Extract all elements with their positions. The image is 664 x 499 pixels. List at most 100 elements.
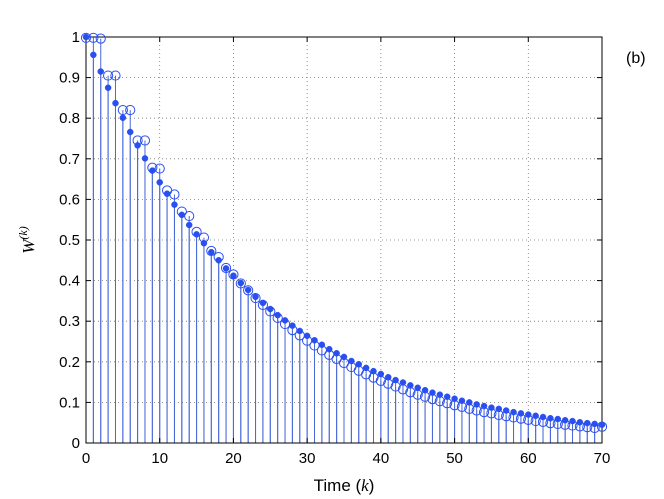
filled-dot-marker xyxy=(244,286,252,294)
y-tick-label: 0 xyxy=(72,435,80,452)
filled-dot-marker xyxy=(451,395,458,402)
filled-dot-marker xyxy=(554,415,562,423)
stem-lines xyxy=(85,37,603,443)
filled-dot-marker xyxy=(97,68,104,75)
filled-dot-marker xyxy=(591,420,598,428)
y-axis-title: W(k) xyxy=(16,226,38,254)
x-tick-label: 20 xyxy=(225,450,242,467)
y-tick-label: 0.4 xyxy=(59,273,80,290)
open-circle-marker xyxy=(250,292,261,304)
filled-dot-marker xyxy=(407,382,414,389)
open-circle-marker xyxy=(80,32,92,43)
filled-dot-marker xyxy=(289,322,296,329)
filled-dot-marker xyxy=(348,357,355,365)
x-axis-title-var: k xyxy=(361,476,369,495)
open-circle-marker xyxy=(95,33,106,44)
open-circle-marker xyxy=(235,278,246,289)
filled-dot-marker xyxy=(598,421,606,428)
filled-dot-marker xyxy=(134,142,141,149)
filled-dot-marker xyxy=(82,33,90,41)
filled-dot-marker xyxy=(362,364,370,372)
filled-dot-marker xyxy=(495,405,503,413)
filled-dot-marker xyxy=(237,279,245,287)
panel-label: (b) xyxy=(626,50,646,67)
filled-dot-marker xyxy=(539,413,547,421)
filled-dot-marker xyxy=(584,419,591,427)
filled-dot-marker xyxy=(443,393,451,400)
y-tick-label: 1 xyxy=(72,29,80,46)
filled-dot-marker xyxy=(281,317,289,324)
filled-dot-marker xyxy=(392,376,399,384)
filled-dot-marker xyxy=(466,399,473,406)
filled-dot-marker xyxy=(230,272,237,279)
filled-dot-marker xyxy=(458,397,466,405)
x-tick-label: 70 xyxy=(594,450,611,467)
open-circle-marker xyxy=(110,70,121,81)
filled-dot-marker xyxy=(576,419,584,426)
x-tick-label: 30 xyxy=(299,450,316,467)
filled-dot-marker xyxy=(355,360,362,368)
y-tick-label: 0.6 xyxy=(59,191,80,208)
filled-dot-marker xyxy=(414,384,421,392)
y-tick-label: 0.5 xyxy=(59,232,80,249)
filled-dot-marker xyxy=(488,404,495,411)
filled-dot-marker xyxy=(318,341,326,348)
x-tick-label: 60 xyxy=(520,450,537,467)
open-circle-marker xyxy=(139,135,151,146)
filled-dot-marker xyxy=(149,167,156,174)
filled-dot-marker xyxy=(119,114,127,122)
filled-dot-marker xyxy=(274,311,281,319)
filled-dot-marker xyxy=(303,332,311,340)
x-tick-label: 40 xyxy=(373,450,390,467)
y-axis-title-base: W xyxy=(19,238,38,254)
filled-dot-marker xyxy=(510,408,517,416)
filled-dot-marker xyxy=(311,337,318,344)
open-circle-marker xyxy=(103,70,114,81)
x-tick-label: 50 xyxy=(446,450,463,467)
filled-dot-marker xyxy=(333,350,340,357)
filled-dot-marker xyxy=(200,239,208,247)
open-circle-marker xyxy=(243,285,254,296)
filled-dot-marker xyxy=(377,370,385,378)
y-axis-title-sup: (k) xyxy=(16,226,30,239)
x-axis-title-close: ) xyxy=(369,476,375,495)
filled-dot-marker xyxy=(517,410,525,417)
filled-dot-marker xyxy=(525,411,532,418)
filled-dot-marker xyxy=(90,51,97,59)
filled-dot-marker xyxy=(436,391,444,398)
y-tick-label: 0.8 xyxy=(59,110,80,127)
open-circle-marker xyxy=(220,262,232,274)
open-circle-marker xyxy=(154,163,165,174)
filled-dot-marker xyxy=(193,231,200,238)
filled-dot-marker xyxy=(480,402,488,410)
filled-dot-marker xyxy=(569,417,576,425)
x-axis-title: Time (k) xyxy=(314,476,375,495)
y-tick-label: 0.1 xyxy=(59,394,80,411)
filled-dot-marker xyxy=(208,248,215,256)
filled-dot-marker xyxy=(267,305,274,313)
x-tick-label: 10 xyxy=(151,450,168,467)
filled-dot-marker xyxy=(185,221,193,229)
filled-dot-marker xyxy=(171,201,178,208)
filled-dot-marker xyxy=(156,179,163,186)
filled-dot-marker xyxy=(222,265,230,272)
filled-dot-marker xyxy=(399,379,407,386)
filled-dot-marker xyxy=(252,293,259,301)
filled-dot-marker xyxy=(259,299,267,307)
data-markers xyxy=(80,32,608,434)
x-axis-title-text: Time ( xyxy=(314,476,362,495)
filled-dot-marker xyxy=(163,190,171,197)
tick-labels: 0 10 20 30 40 50 60 70 0 0.1 0.2 0.3 0.4 0.5 0.6 0.7 0.8… xyxy=(59,29,610,467)
filled-dot-marker xyxy=(296,327,304,335)
filled-dot-marker xyxy=(532,412,539,420)
y-tick-label: 0.7 xyxy=(59,151,80,168)
y-tick-label: 0.2 xyxy=(59,354,80,371)
filled-dot-marker xyxy=(547,414,554,422)
filled-dot-marker xyxy=(473,401,480,408)
axis-ticks xyxy=(85,36,603,444)
filled-dot-marker xyxy=(141,155,149,162)
filled-dot-marker xyxy=(340,353,348,361)
filled-dot-marker xyxy=(215,257,222,264)
x-tick-label: 0 xyxy=(82,450,90,467)
